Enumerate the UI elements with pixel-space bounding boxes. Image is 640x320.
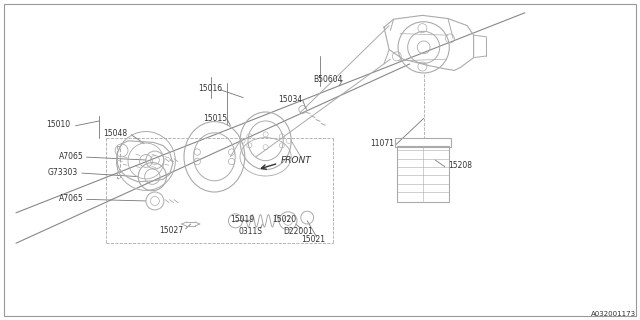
Text: 11071: 11071 bbox=[370, 140, 394, 148]
Text: 15021: 15021 bbox=[301, 235, 324, 244]
Text: B50604: B50604 bbox=[314, 75, 343, 84]
Text: 15020: 15020 bbox=[272, 215, 296, 224]
Text: 15019: 15019 bbox=[230, 215, 255, 224]
Text: 0311S: 0311S bbox=[239, 227, 263, 236]
Text: A7065: A7065 bbox=[59, 152, 84, 161]
Text: 15034: 15034 bbox=[278, 95, 303, 104]
Text: 15010: 15010 bbox=[46, 120, 70, 129]
Bar bbox=[395, 138, 451, 147]
Text: A7065: A7065 bbox=[59, 194, 84, 203]
Text: G73303: G73303 bbox=[48, 168, 78, 177]
Text: 15208: 15208 bbox=[448, 161, 472, 170]
Text: A032001173: A032001173 bbox=[591, 311, 636, 317]
Text: 15027: 15027 bbox=[159, 226, 183, 235]
Text: D22001: D22001 bbox=[284, 227, 314, 236]
Text: 15048: 15048 bbox=[104, 129, 128, 138]
Bar bbox=[397, 146, 449, 202]
Text: FRONT: FRONT bbox=[280, 156, 311, 165]
Text: 15016: 15016 bbox=[198, 84, 223, 93]
Text: 15015: 15015 bbox=[204, 114, 228, 123]
